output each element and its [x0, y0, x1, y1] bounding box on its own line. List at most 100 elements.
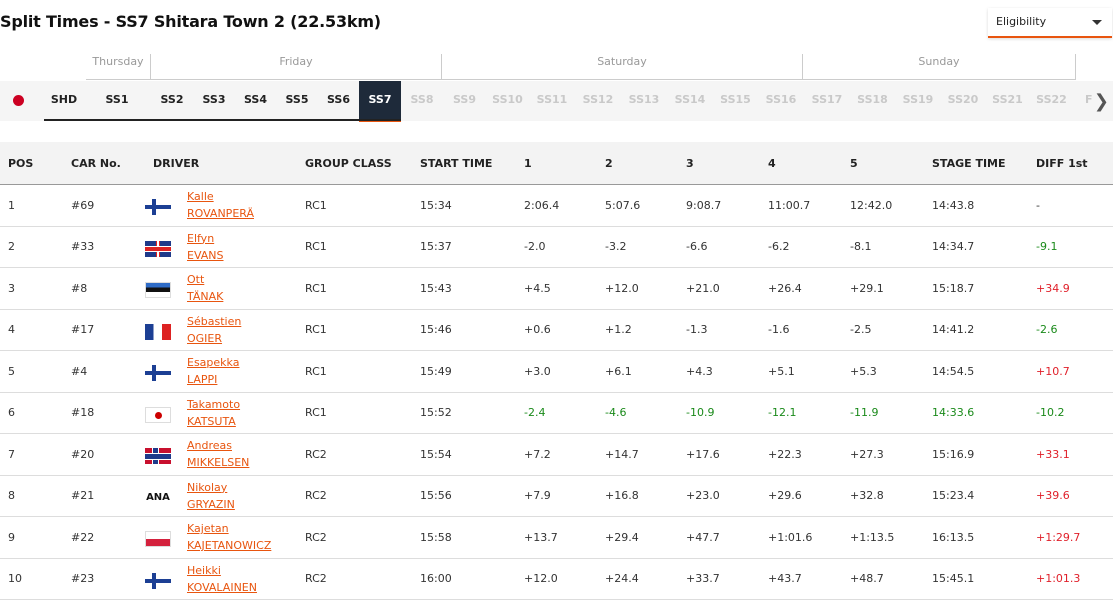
- cell-split-1: 2:06.4: [516, 184, 597, 227]
- cell-split-2: +24.4: [597, 558, 678, 600]
- tab-ss11: SS11: [536, 93, 568, 106]
- cell-group-class: RC1: [297, 184, 412, 227]
- driver-first-name-link[interactable]: Nikolay: [187, 480, 228, 494]
- driver-first-name-link[interactable]: Sébastien: [187, 314, 242, 328]
- cell-diff-first: -2.6: [1028, 309, 1113, 351]
- driver-first-name-link[interactable]: Heikki: [187, 563, 221, 577]
- cell-diff-first: +1:29.7: [1028, 516, 1113, 559]
- cell-split-3: +17.6: [678, 433, 760, 476]
- tab-shd[interactable]: SHD: [50, 93, 78, 106]
- table-row: 9 #22 Kajetan KAJETANOWICZ RC2 15:58 +13.7 +29.…: [0, 516, 1113, 559]
- country-flag-gbr-icon: [145, 240, 171, 257]
- driver-last-name-link[interactable]: EVANS: [187, 248, 224, 262]
- cell-stage-time: 15:16.9: [924, 433, 1028, 476]
- cell-driver: Kajetan KAJETANOWICZ: [145, 516, 297, 559]
- cell-split-2: +16.8: [597, 475, 678, 517]
- tab-final: FINAL: [1085, 93, 1093, 106]
- cell-split-3: +47.7: [678, 516, 760, 559]
- cell-split-5: +29.1: [842, 267, 924, 310]
- driver-last-name-link[interactable]: TÄNAK: [187, 290, 224, 304]
- driver-last-name-link[interactable]: LAPPI: [187, 373, 218, 387]
- chevron-right-icon[interactable]: ❯: [1093, 91, 1109, 112]
- cell-pos: 4: [0, 309, 63, 351]
- table-row: 1 #69 Kalle ROVANPERÄ RC1 15:34 2:06.4 5:07.6 9:…: [0, 184, 1113, 227]
- cell-split-1: +4.5: [516, 267, 597, 310]
- tab-ss19: SS19: [902, 93, 934, 106]
- country-flag-nor-icon: [145, 448, 171, 464]
- cell-split-4: -1.6: [760, 309, 842, 351]
- driver-last-name-link[interactable]: KOVALAINEN: [187, 580, 257, 594]
- cell-car: #20: [63, 433, 145, 476]
- cell-diff-first: -10.2: [1028, 392, 1113, 434]
- cell-car: #17: [63, 309, 145, 351]
- cell-split-3: +23.0: [678, 475, 760, 517]
- tab-ss3[interactable]: SS3: [202, 93, 226, 106]
- page-title: Split Times - SS7 Shitara Town 2 (22.53k…: [0, 12, 381, 31]
- tab-ss6[interactable]: SS6: [326, 93, 350, 106]
- driver-last-name-link[interactable]: GRYAZIN: [187, 497, 235, 511]
- cell-car: #33: [63, 226, 145, 268]
- cell-diff-first: -9.1: [1028, 226, 1113, 268]
- cell-pos: 3: [0, 267, 63, 310]
- day-bar: Thursday Friday Saturday Sunday: [0, 54, 1113, 81]
- cell-car: #21: [63, 475, 145, 517]
- header-split-4: 4: [760, 142, 842, 185]
- cell-stage-time: 14:33.6: [924, 392, 1028, 434]
- cell-start-time: 15:54: [412, 433, 516, 476]
- cell-diff-first: +33.1: [1028, 433, 1113, 476]
- cell-group-class: RC1: [297, 350, 412, 393]
- cell-split-4: +5.1: [760, 350, 842, 393]
- cell-diff-first: -: [1028, 184, 1113, 227]
- header-split-1: 1: [516, 142, 597, 185]
- cell-car: #23: [63, 558, 145, 600]
- eligibility-label: Eligibility: [996, 15, 1047, 28]
- tab-ss4[interactable]: SS4: [243, 93, 267, 106]
- cell-split-3: -1.3: [678, 309, 760, 351]
- driver-last-name-link[interactable]: ROVANPERÄ: [187, 207, 254, 221]
- tab-ss17: SS17: [811, 93, 843, 106]
- header-driver: DRIVER: [145, 142, 297, 185]
- driver-first-name-link[interactable]: Andreas: [187, 439, 232, 453]
- driver-last-name-link[interactable]: OGIER: [187, 331, 223, 345]
- driver-last-name-link[interactable]: MIKKELSEN: [187, 456, 250, 470]
- cell-split-1: -2.4: [516, 392, 597, 434]
- cell-split-5: 12:42.0: [842, 184, 924, 227]
- table-row: 10 #23 Heikki KOVALAINEN RC2 16:00 +12.0 +24.4 +…: [0, 558, 1113, 600]
- cell-split-1: +13.7: [516, 516, 597, 559]
- driver-first-name-link[interactable]: Ott: [187, 273, 205, 287]
- driver-first-name-link[interactable]: Kalle: [187, 190, 214, 204]
- driver-first-name-link[interactable]: Esapekka: [187, 356, 240, 370]
- cell-group-class: RC2: [297, 516, 412, 559]
- tab-ss1[interactable]: SS1: [105, 93, 129, 106]
- cell-split-3: +21.0: [678, 267, 760, 310]
- driver-first-name-link[interactable]: Takamoto: [187, 397, 241, 411]
- driver-first-name-link[interactable]: Kajetan: [187, 522, 229, 536]
- tab-ss5[interactable]: SS5: [285, 93, 309, 106]
- tab-ss7[interactable]: SS7: [359, 81, 401, 122]
- cell-split-3: 9:08.7: [678, 184, 760, 227]
- driver-first-name-link[interactable]: Elfyn: [187, 231, 215, 245]
- tab-ss2[interactable]: SS2: [160, 93, 184, 106]
- driver-last-name-link[interactable]: KAJETANOWICZ: [187, 539, 272, 553]
- cell-split-5: -8.1: [842, 226, 924, 268]
- cell-split-3: -6.6: [678, 226, 760, 268]
- cell-pos: 10: [0, 558, 63, 600]
- table-row: 8 #21 ANA Nikolay GRYAZIN RC2 15:56 +7.9 +16.8 +2…: [0, 475, 1113, 517]
- cell-car: #18: [63, 392, 145, 434]
- cell-split-4: +26.4: [760, 267, 842, 310]
- cell-group-class: RC2: [297, 433, 412, 476]
- japan-flag-icon: [13, 95, 24, 106]
- country-flag-fin-icon: [145, 365, 171, 381]
- eligibility-dropdown[interactable]: Eligibility: [988, 8, 1112, 38]
- cell-car: #22: [63, 516, 145, 559]
- cell-split-4: +29.6: [760, 475, 842, 517]
- driver-last-name-link[interactable]: KATSUTA: [187, 414, 236, 428]
- tab-ss22: SS22: [1036, 93, 1067, 106]
- cell-split-3: +33.7: [678, 558, 760, 600]
- day-saturday: Saturday: [442, 54, 803, 80]
- cell-split-4: -6.2: [760, 226, 842, 268]
- cell-split-5: +5.3: [842, 350, 924, 393]
- cell-car: #69: [63, 184, 145, 227]
- cell-pos: 8: [0, 475, 63, 517]
- day-sunday: Sunday: [803, 54, 1076, 80]
